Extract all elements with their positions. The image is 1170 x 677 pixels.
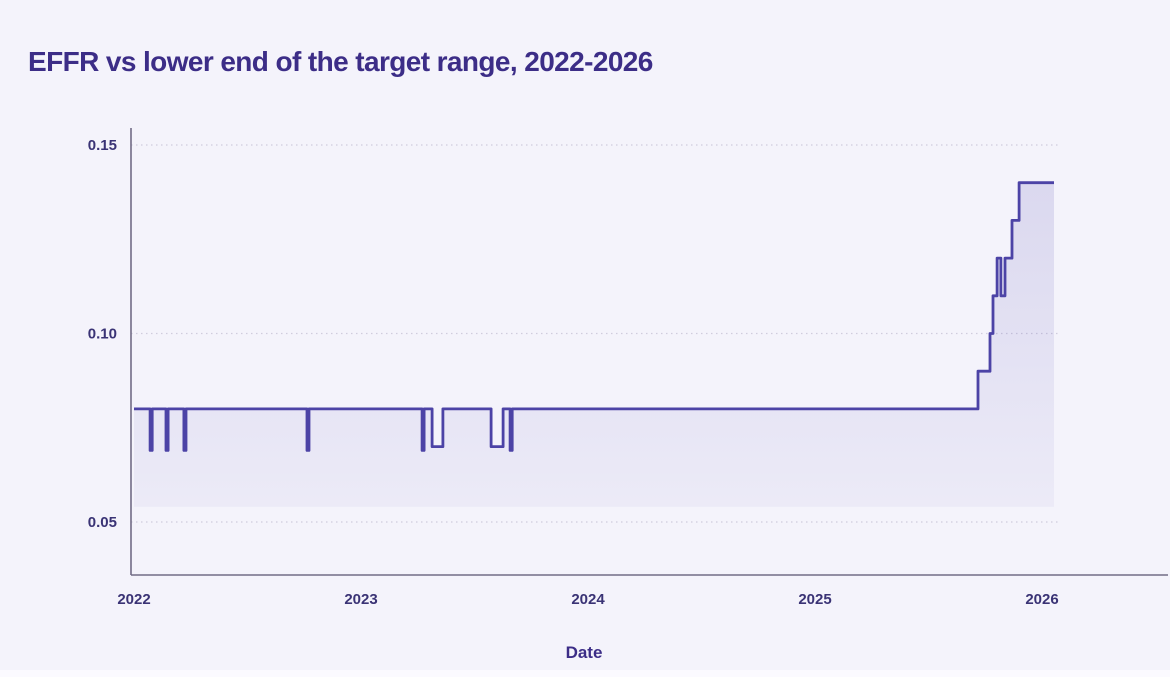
chart-title: EFFR vs lower end of the target range, 2… [28, 46, 653, 77]
x-tick-label-2022: 2022 [117, 591, 150, 608]
series-step-line [134, 181, 1054, 452]
x-tick-label-2025: 2025 [798, 591, 831, 608]
y-tick-label-0.10: 0.10 [88, 326, 117, 343]
x-tick-label-2024: 2024 [571, 591, 605, 608]
y-tick-label-0.15: 0.15 [88, 137, 117, 154]
footer-strip [0, 670, 1170, 677]
x-tick-label-2023: 2023 [344, 591, 377, 608]
x-tick-label-2026: 2026 [1025, 591, 1058, 608]
y-tick-label-0.05: 0.05 [88, 514, 117, 531]
x-axis-title: Date [565, 643, 603, 662]
series-area-fill [134, 182, 1054, 507]
